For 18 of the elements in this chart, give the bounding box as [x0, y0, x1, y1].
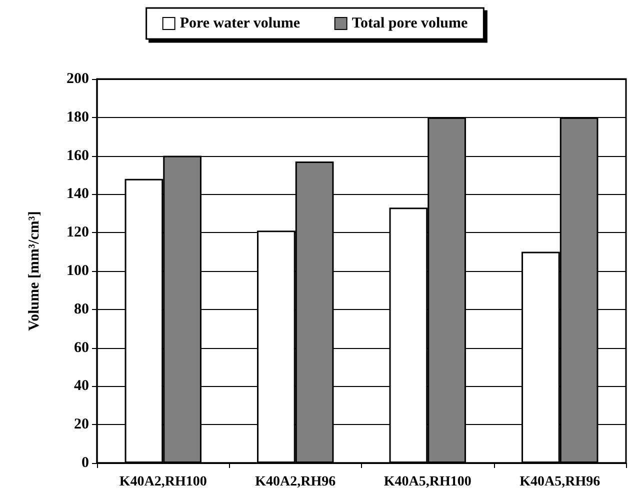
legend-label: Pore water volume — [180, 16, 300, 32]
y-axis-title: Volume [mm³/cm³] — [26, 211, 42, 331]
y-tick-label: 80 — [74, 301, 89, 318]
legend-label: Total pore volume — [352, 16, 468, 32]
x-tick-label: K40A5,RH96 — [520, 474, 600, 490]
y-tick-label: 20 — [74, 416, 89, 433]
y-tick-label: 60 — [74, 340, 89, 356]
y-tick-label: 0 — [82, 455, 89, 471]
y-tick-label: 160 — [66, 148, 89, 164]
y-tick-label: 140 — [66, 186, 89, 202]
y-tick-label: 40 — [74, 378, 89, 394]
x-tick-label: K40A5,RH100 — [384, 474, 472, 490]
y-tick-label: 120 — [66, 224, 89, 241]
x-tick-label: K40A2,RH96 — [255, 474, 336, 490]
y-tick-label: 180 — [66, 109, 89, 126]
x-tick-label: K40A2,RH100 — [119, 474, 207, 490]
y-tick-label: 100 — [66, 263, 89, 279]
y-tick-label: 200 — [66, 71, 89, 87]
